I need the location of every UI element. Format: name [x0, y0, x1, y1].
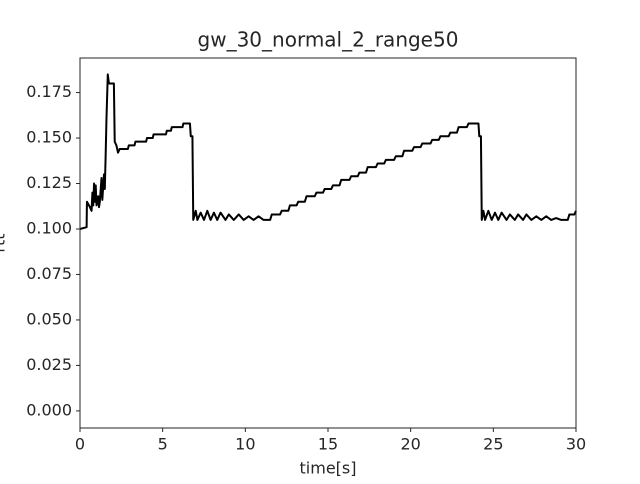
y-tick-label: 0.000: [26, 400, 72, 419]
x-tick-label: 20: [400, 435, 420, 454]
y-tick-label: 0.100: [26, 218, 72, 237]
y-tick-label: 0.150: [26, 128, 72, 147]
x-tick-label: 25: [483, 435, 503, 454]
y-tick-label: 0.175: [26, 82, 72, 101]
y-tick-label: 0.025: [26, 355, 72, 374]
x-tick-label: 0: [75, 435, 85, 454]
x-axis-label: time[s]: [300, 459, 357, 478]
x-tick-label: 15: [318, 435, 338, 454]
plot-frame: [79, 57, 577, 429]
y-tick-label: 0.050: [26, 309, 72, 328]
y-axis-label: rtt: [0, 233, 9, 252]
chart-title: gw_30_normal_2_range50: [198, 28, 459, 52]
y-tick-label: 0.125: [26, 173, 72, 192]
y-tick-label: 0.075: [26, 264, 72, 283]
x-tick-label: 30: [566, 435, 586, 454]
data-line: [79, 73, 577, 230]
x-tick-label: 5: [158, 435, 168, 454]
x-tick-label: 10: [235, 435, 255, 454]
